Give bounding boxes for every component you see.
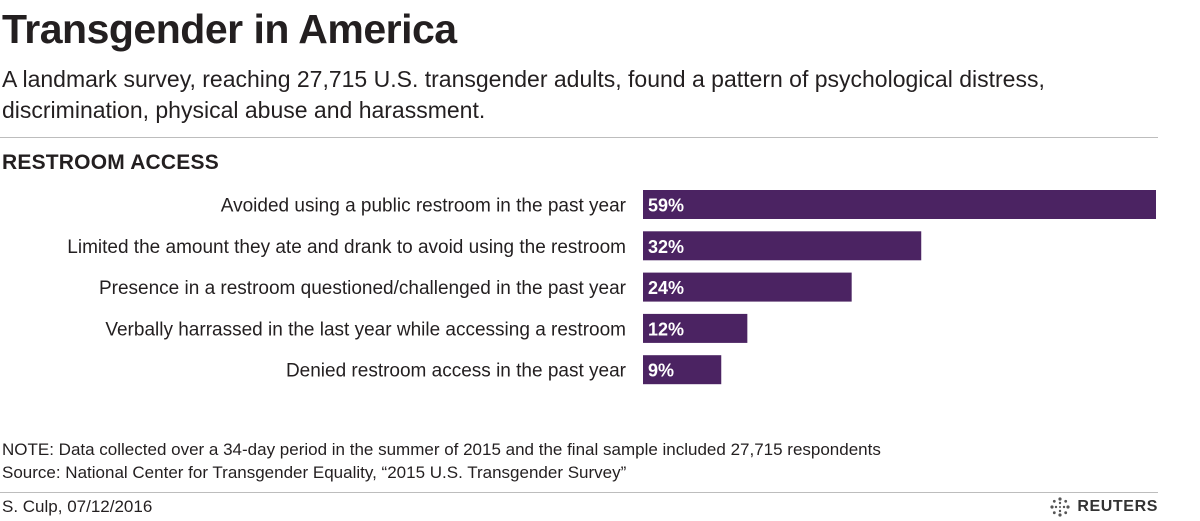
- chart-title: Transgender in America: [2, 6, 457, 52]
- top-divider: [0, 137, 1158, 138]
- bar: [643, 355, 722, 385]
- value-label: 59%: [648, 196, 684, 216]
- category-label: Avoided using a public restroom in the p…: [221, 196, 627, 217]
- source-text: Source: National Center for Transgender …: [2, 463, 627, 482]
- category-label: Denied restroom access in the past year: [286, 361, 627, 382]
- bar: [643, 190, 1156, 219]
- value-label: 12%: [648, 319, 684, 339]
- bar: [643, 313, 748, 343]
- bar-chart: Avoided using a public restroom in the p…: [67, 190, 1156, 385]
- reuters-dots-icon: [1050, 497, 1070, 517]
- category-label: Verbally harrassed in the last year whil…: [105, 319, 626, 340]
- reuters-logo: REUTERS: [1049, 496, 1158, 518]
- chart-subtitle: A landmark survey, reaching 27,715 U.S. …: [2, 66, 1045, 123]
- category-label: Presence in a restroom questioned/challe…: [99, 278, 627, 299]
- bar: [643, 231, 922, 261]
- note-text: NOTE: Data collected over a 34-day perio…: [2, 440, 881, 459]
- brand-name: REUTERS: [1077, 498, 1158, 515]
- value-label: 9%: [648, 361, 674, 381]
- category-label: Limited the amount they ate and drank to…: [67, 237, 626, 258]
- bottom-divider: [0, 492, 1158, 493]
- bar: [643, 272, 852, 302]
- value-label: 32%: [648, 237, 684, 257]
- section-title: RESTROOM ACCESS: [2, 151, 219, 174]
- byline: S. Culp, 07/12/2016: [2, 497, 153, 516]
- footnotes: NOTE: Data collected over a 34-day perio…: [2, 438, 881, 484]
- value-label: 24%: [648, 278, 684, 298]
